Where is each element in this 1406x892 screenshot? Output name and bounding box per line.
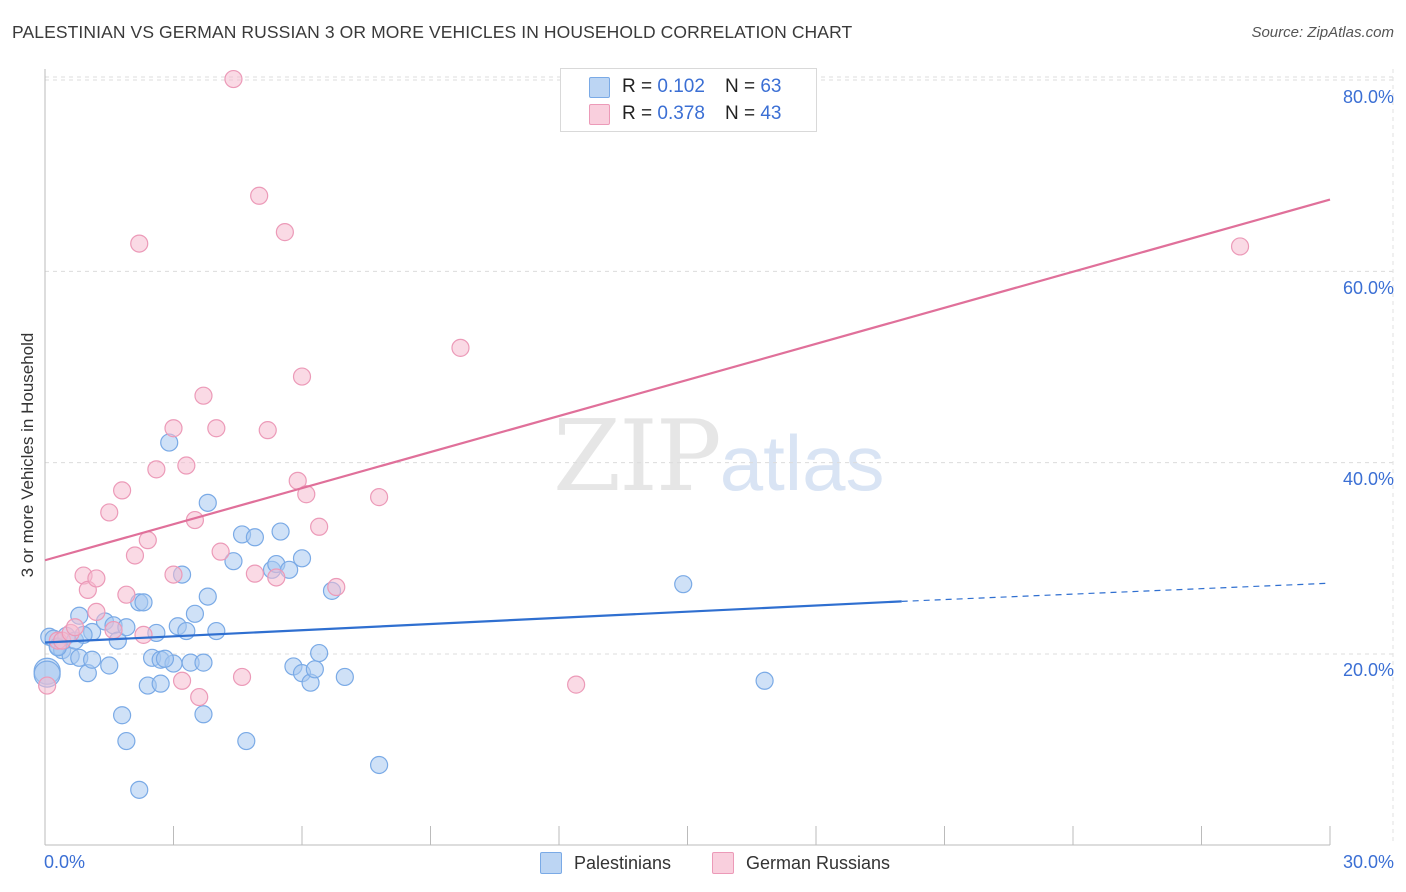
palestinians-point [134,593,153,612]
palestinians-point [237,731,256,751]
palestinians-point [198,587,217,606]
palestinians-point [292,549,312,568]
legend-n-value: 63 [760,76,782,97]
german-russians-point [245,564,264,583]
legend-r-label: R = [622,76,653,97]
german-russians-point [207,419,226,438]
source-label: Source: ZipAtlas.com [1251,24,1394,41]
palestinians-trend-extension [901,582,1331,602]
german-russians-point [38,676,57,695]
legend-label-palestinians: Palestinians [574,852,672,873]
german-russians-swatch [589,103,610,125]
palestinians-point [151,674,170,693]
palestinians-point [224,552,243,571]
palestinians-point [305,660,324,679]
german-russians-point [117,585,136,604]
german-russians-point [147,460,166,479]
palestinians-point [310,643,329,663]
german-russians-point [567,675,586,694]
palestinians-point [155,649,175,668]
palestinians-point [207,621,226,641]
german-russians-trend-line [44,198,1331,562]
y-axis-label: 3 or more Vehicles in Household [18,332,37,578]
german-russians-point [267,568,286,587]
legend-n-label: N = [724,103,756,124]
german-russians-point [87,602,106,622]
legend-n-value: 43 [760,103,782,124]
palestinians-point [335,667,354,687]
palestinians-swatch [540,852,562,874]
german-russians-point [172,671,192,690]
german-russians-point [232,667,252,687]
palestinians-point [198,493,217,512]
palestinians-point [112,706,132,725]
legend-label-german-russians: German Russians [746,852,891,873]
watermark-atlas: atlas [719,419,885,507]
palestinians-point [370,755,389,775]
x-tick-label-min: 0.0% [44,852,86,872]
palestinians-point [185,604,205,623]
german-russians-point [297,485,316,504]
palestinians-point [117,731,136,751]
palestinians-point [194,705,213,724]
palestinians-point [83,650,102,669]
german-russians-point [292,367,312,386]
german-russians-point [275,223,294,242]
palestinians-point [130,780,149,799]
german-russians-point [258,421,277,440]
german-russians-point [250,186,269,205]
german-russians-point [65,618,85,637]
german-russians-point [130,234,149,253]
y-tick-label-80: 80.0% [1342,87,1394,107]
german-russians-point [138,531,157,550]
german-russians-point [211,542,230,561]
legend-item-german-russians: German Russians [712,852,890,874]
palestinians-trend-line [44,600,902,644]
german-russians-point [112,481,132,500]
legend-r-value: 0.102 [657,76,705,97]
german-russians-point [370,488,389,507]
legend-item-palestinians: Palestinians [540,852,671,874]
german-russians-point [194,386,213,405]
correlation-legend: R = 0.102 N = 63 R = 0.378 N = 43 [560,68,817,132]
legend-n-label: N = [724,76,756,97]
german-russians-point [134,625,153,644]
palestinians-point [755,671,774,690]
german-russians-point [224,69,243,89]
palestinians-point [100,656,119,675]
german-russians-point [100,503,119,522]
palestinians-swatch [589,76,610,98]
german-russians-point [164,419,183,438]
watermark: ZIPatlas [553,400,885,514]
palestinians-point [245,528,264,547]
german-russians-point [164,565,183,584]
y-tick-label-40: 40.0% [1342,469,1394,489]
german-russians-point [1230,237,1250,256]
watermark-zip: ZIP [553,400,722,514]
legend-r-label: R = [622,103,653,124]
chart-title: PALESTINIAN VS GERMAN RUSSIAN 3 OR MORE … [12,22,853,42]
german-russians-point [310,517,329,536]
german-russians-point [451,338,470,357]
palestinians-point [271,522,290,541]
german-russians-point [177,456,196,475]
german-russians-point [190,687,209,707]
palestinians-point [674,575,693,594]
legend-r-value: 0.378 [657,103,705,124]
y-tick-label-60: 60.0% [1342,278,1394,298]
german-russians-point [87,569,106,588]
palestinians-point [194,653,213,672]
y-tick-label-20: 20.0% [1342,660,1394,680]
german-russians-point [125,546,145,565]
german-russians-point [104,620,123,640]
legend-row-palestinians: R = 0.102 N = 63 [589,75,781,99]
legend-row-german-russians: R = 0.378 N = 43 [589,102,781,126]
german-russians-point [327,577,346,597]
german-russians-swatch [712,852,734,874]
x-tick-label-max: 30.0% [1342,852,1394,872]
